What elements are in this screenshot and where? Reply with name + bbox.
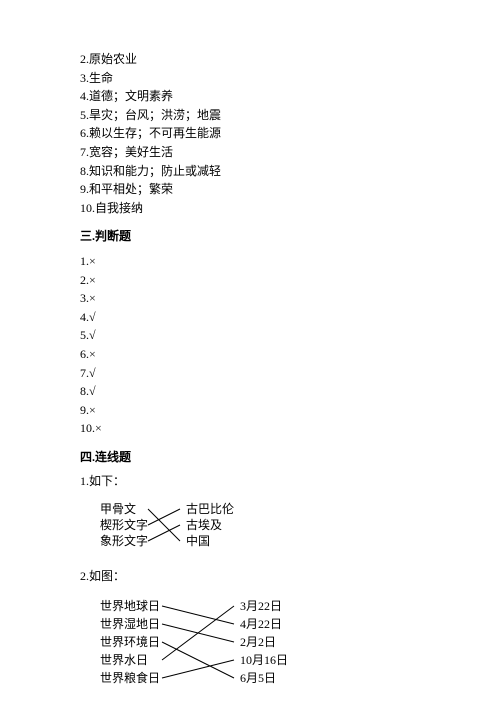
match-right-label: 中国 [186,533,210,548]
judge-answer-line: 1.× [80,252,420,271]
q1-label: 1.如下： [80,472,420,491]
judge-answer-line: 3.× [80,289,420,308]
judge-answer-line: 4.√ [80,308,420,327]
judge-answer-line: 10.× [80,419,420,438]
match-right-label: 4月22日 [240,617,282,631]
match-right-label: 3月22日 [240,599,282,613]
fill-blank-answer-line: 7.宽容；美好生活 [80,143,420,162]
match-line [148,525,180,541]
section4-title: 四.连线题 [80,448,420,467]
match-right-label: 10月16日 [240,653,288,667]
match-right-label: 古埃及 [186,517,222,532]
judge-answer-line: 8.√ [80,382,420,401]
match-left-label: 楔形文字 [100,517,148,532]
match-left-label: 世界水日 [100,653,148,667]
fill-blank-answer-line: 9.和平相处；繁荣 [80,180,420,199]
match-right-label: 2月2日 [240,635,276,649]
match-line [162,642,234,678]
fill-blank-answer-line: 5.旱灾；台风；洪涝；地震 [80,106,420,125]
fill-blank-answer-line: 3.生命 [80,69,420,88]
q2-label: 2.如图： [80,567,420,586]
page-content: 2.原始农业3.生命4.道德；文明素养5.旱灾；台风；洪涝；地震6.赖以生存；不… [0,0,500,724]
fill-blank-answer-line: 6.赖以生存；不可再生能源 [80,124,420,143]
judge-answer-line: 6.× [80,345,420,364]
match-left-label: 世界地球日 [100,599,160,613]
match-left-label: 世界湿地日 [100,616,160,631]
judge-answer-line: 7.√ [80,364,420,383]
section3-title: 三.判断题 [80,227,420,246]
match-left-label: 象形文字 [100,533,148,548]
match-right-label: 古巴比伦 [186,501,234,516]
fill-blank-answer-line: 4.道德；文明素养 [80,87,420,106]
match-left-label: 甲骨文 [100,501,136,516]
fill-blank-answer-line: 2.原始农业 [80,50,420,69]
judge-answer-line: 9.× [80,401,420,420]
judge-answer-line: 2.× [80,271,420,290]
match-line [148,509,180,525]
match-line [148,509,180,541]
judge-answers: 1.×2.×3.×4.√5.√6.×7.√8.√9.×10.× [80,252,420,438]
fill-blank-answer-line: 10.自我接纳 [80,199,420,218]
fill-blank-answers: 2.原始农业3.生命4.道德；文明素养5.旱灾；台风；洪涝；地震6.赖以生存；不… [80,50,420,217]
match-line [162,606,234,624]
match-diagram-1: 甲骨文楔形文字象形文字 古巴比伦古埃及中国 [80,501,420,557]
match-left-label: 世界环境日 [100,634,160,649]
match-line [162,606,234,660]
match-diagram-2: 世界地球日世界湿地日世界环境日世界水日世界粮食日 3月22日 4月22日 2月2日 10… [80,596,420,694]
judge-answer-line: 5.√ [80,326,420,345]
match-left-label: 世界粮食日 [100,670,160,685]
match-line [162,660,234,678]
match-right-label: 6月5日 [240,671,276,685]
fill-blank-answer-line: 8.知识和能力；防止或减轻 [80,162,420,181]
